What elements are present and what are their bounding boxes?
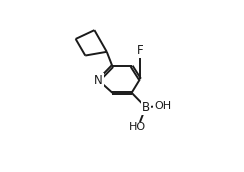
Text: N: N bbox=[94, 74, 103, 87]
Text: B: B bbox=[142, 101, 150, 114]
Text: HO: HO bbox=[129, 122, 146, 132]
Text: F: F bbox=[137, 44, 143, 57]
Text: OH: OH bbox=[154, 101, 171, 111]
